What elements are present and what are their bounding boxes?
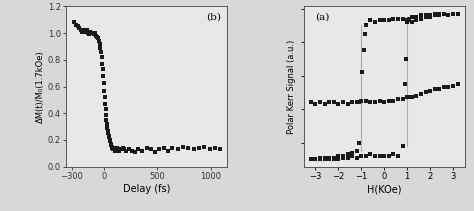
Y-axis label: Polar Kerr Signal (a.u.): Polar Kerr Signal (a.u.) xyxy=(287,39,296,134)
Text: (b): (b) xyxy=(206,13,221,22)
Y-axis label: ΔM(t)/M₀(1.7kOe): ΔM(t)/M₀(1.7kOe) xyxy=(36,50,45,123)
X-axis label: Delay (fs): Delay (fs) xyxy=(123,184,170,194)
Text: (a): (a) xyxy=(315,13,329,22)
X-axis label: H(KOe): H(KOe) xyxy=(367,184,401,194)
